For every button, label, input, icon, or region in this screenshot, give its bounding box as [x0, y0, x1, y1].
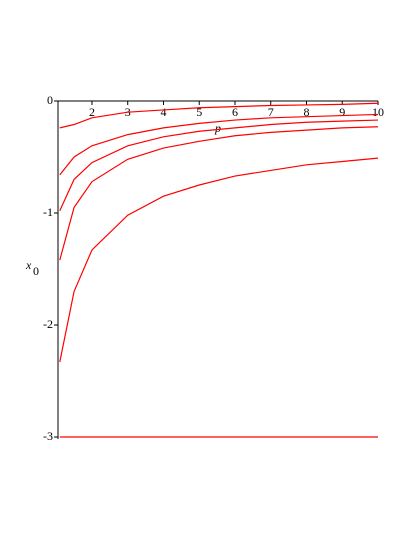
y-axis-label: x [25, 258, 32, 272]
x-tick-label: 2 [89, 105, 95, 119]
line-series [59, 102, 379, 129]
y-tick-label: -1 [43, 205, 53, 219]
x-axis-label: p [214, 121, 221, 135]
line-series [59, 119, 379, 212]
y-tick-label: -3 [43, 429, 53, 443]
x-tick-label: 6 [232, 105, 238, 119]
line-series [59, 126, 379, 261]
y-tick-label: -2 [43, 317, 53, 331]
line-series [59, 113, 379, 176]
x-tick-label: 8 [303, 105, 309, 119]
x-tick-label: 4 [160, 105, 166, 119]
x-tick-label: 9 [339, 105, 345, 119]
y-axis-label-subscript: 0 [33, 264, 39, 278]
y-tick-label: 0 [47, 93, 53, 107]
x-tick-label: 5 [196, 105, 202, 119]
x-tick-label: 7 [268, 105, 274, 119]
x-tick-label: 10 [372, 105, 384, 119]
line-series [59, 157, 379, 363]
